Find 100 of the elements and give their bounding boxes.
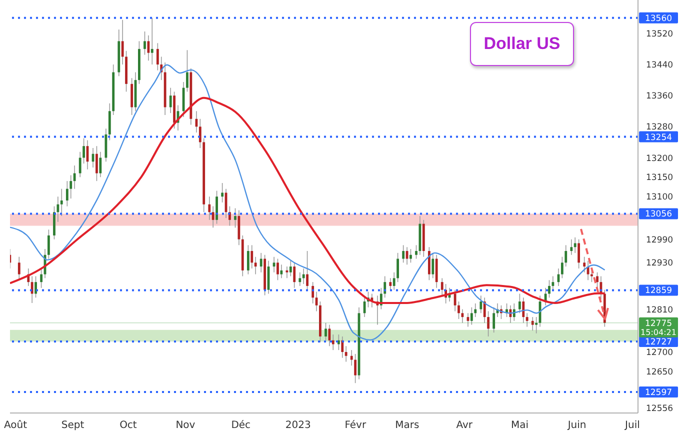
x-tick-label: Sept [61,420,84,432]
candlestick [415,244,418,260]
candlestick [578,238,580,269]
y-tick-label: 12990 [646,235,674,246]
candlestick [99,152,102,178]
candlestick [108,102,111,141]
candlestick [522,297,525,324]
candlestick [552,276,554,290]
x-tick-label: 2023 [285,420,311,432]
y-tick-label: 12650 [646,367,674,378]
candlestick [526,312,528,328]
candlestick [428,246,430,281]
ref-line-label: 12859 [644,286,672,296]
x-tick-label: Juil [624,420,640,432]
y-tick-label: 12700 [646,348,674,358]
candlestick [212,206,214,228]
candlestick [208,196,211,220]
candlestick [150,17,154,65]
candlestick [487,310,490,337]
candlestick [535,316,538,334]
candlestick [198,118,202,148]
text: 15:04:21 [640,328,676,337]
ref-line-label: 12597 [644,388,672,398]
candlestick [156,42,159,71]
y-tick-label: 12930 [646,258,674,269]
candlestick [234,208,236,228]
x-tick-label: Févr [344,420,367,432]
x-tick-label: Oct [120,420,137,432]
y-tick-label: 13360 [646,92,674,102]
candlestick [492,306,496,333]
ref-line-label: 12775 [644,318,672,329]
y-tick-label: 13280 [646,122,674,133]
candlestick [574,236,576,254]
candlestick [73,165,76,190]
candlestick [250,244,254,269]
ref-line-label: 13560 [644,14,672,24]
candlestick [34,276,37,298]
candlestick [60,188,63,216]
candlestick [238,210,240,246]
candlestick [302,268,305,284]
candlestick [47,229,50,260]
candlestick [341,336,344,358]
candlestick [392,272,396,290]
candlestick [350,350,353,366]
x-tick-label: Déc [231,420,251,432]
candlestick [483,297,486,324]
candlestick [410,248,412,264]
candlestick [402,244,405,264]
candlestick [169,87,172,114]
candlestick [298,272,302,286]
candlestick [332,334,334,350]
line-series [10,64,606,341]
y-tick-label: 12556 [646,404,674,414]
y-tick-label: 12810 [646,305,674,316]
candlestick [121,19,124,65]
candlestick [328,324,331,347]
candlestick [396,252,399,282]
candlestick [324,322,327,341]
candlestick [531,316,534,332]
candlestick [96,146,98,182]
candlestick [18,256,20,281]
candlestick [66,180,68,207]
candlestick [289,260,292,277]
candlestick [228,206,231,226]
x-tick-label: Août [4,420,28,432]
candlestick [354,354,357,384]
candlestick [440,278,444,296]
candlestick [260,252,262,273]
y-tick-label: 13200 [646,154,674,164]
candlestick [548,280,550,298]
candlestick [480,295,482,314]
candlestick [53,206,56,240]
ref-line-label: 12727 [644,338,672,348]
candlestick [435,254,438,288]
candlestick [474,303,477,318]
candlestick [458,301,460,320]
y-tick-label: 13520 [646,29,674,40]
candlestick [570,238,573,256]
candlestick [432,252,434,279]
candlestick [518,293,521,314]
candlestick [221,182,224,203]
candlestick [280,264,283,279]
candlestick [130,78,134,116]
candlestick [583,256,586,273]
candlestick [147,34,150,62]
candlestick [144,31,146,56]
x-tick-label: Mars [395,420,420,432]
candlestick [560,256,564,279]
text: Dollar US [470,22,574,66]
candlestick [564,244,568,267]
candlestick [389,278,392,290]
y-tick-label: 13150 [646,173,674,184]
candlestick [30,276,34,304]
y-tick-label: 13440 [646,60,674,71]
candlestick [254,256,257,275]
candlestick [596,272,598,288]
candlestick [56,196,60,222]
x-tick-label: Juin [566,420,586,432]
candlestick [82,138,85,164]
x-tick-label: Avr [456,420,474,432]
